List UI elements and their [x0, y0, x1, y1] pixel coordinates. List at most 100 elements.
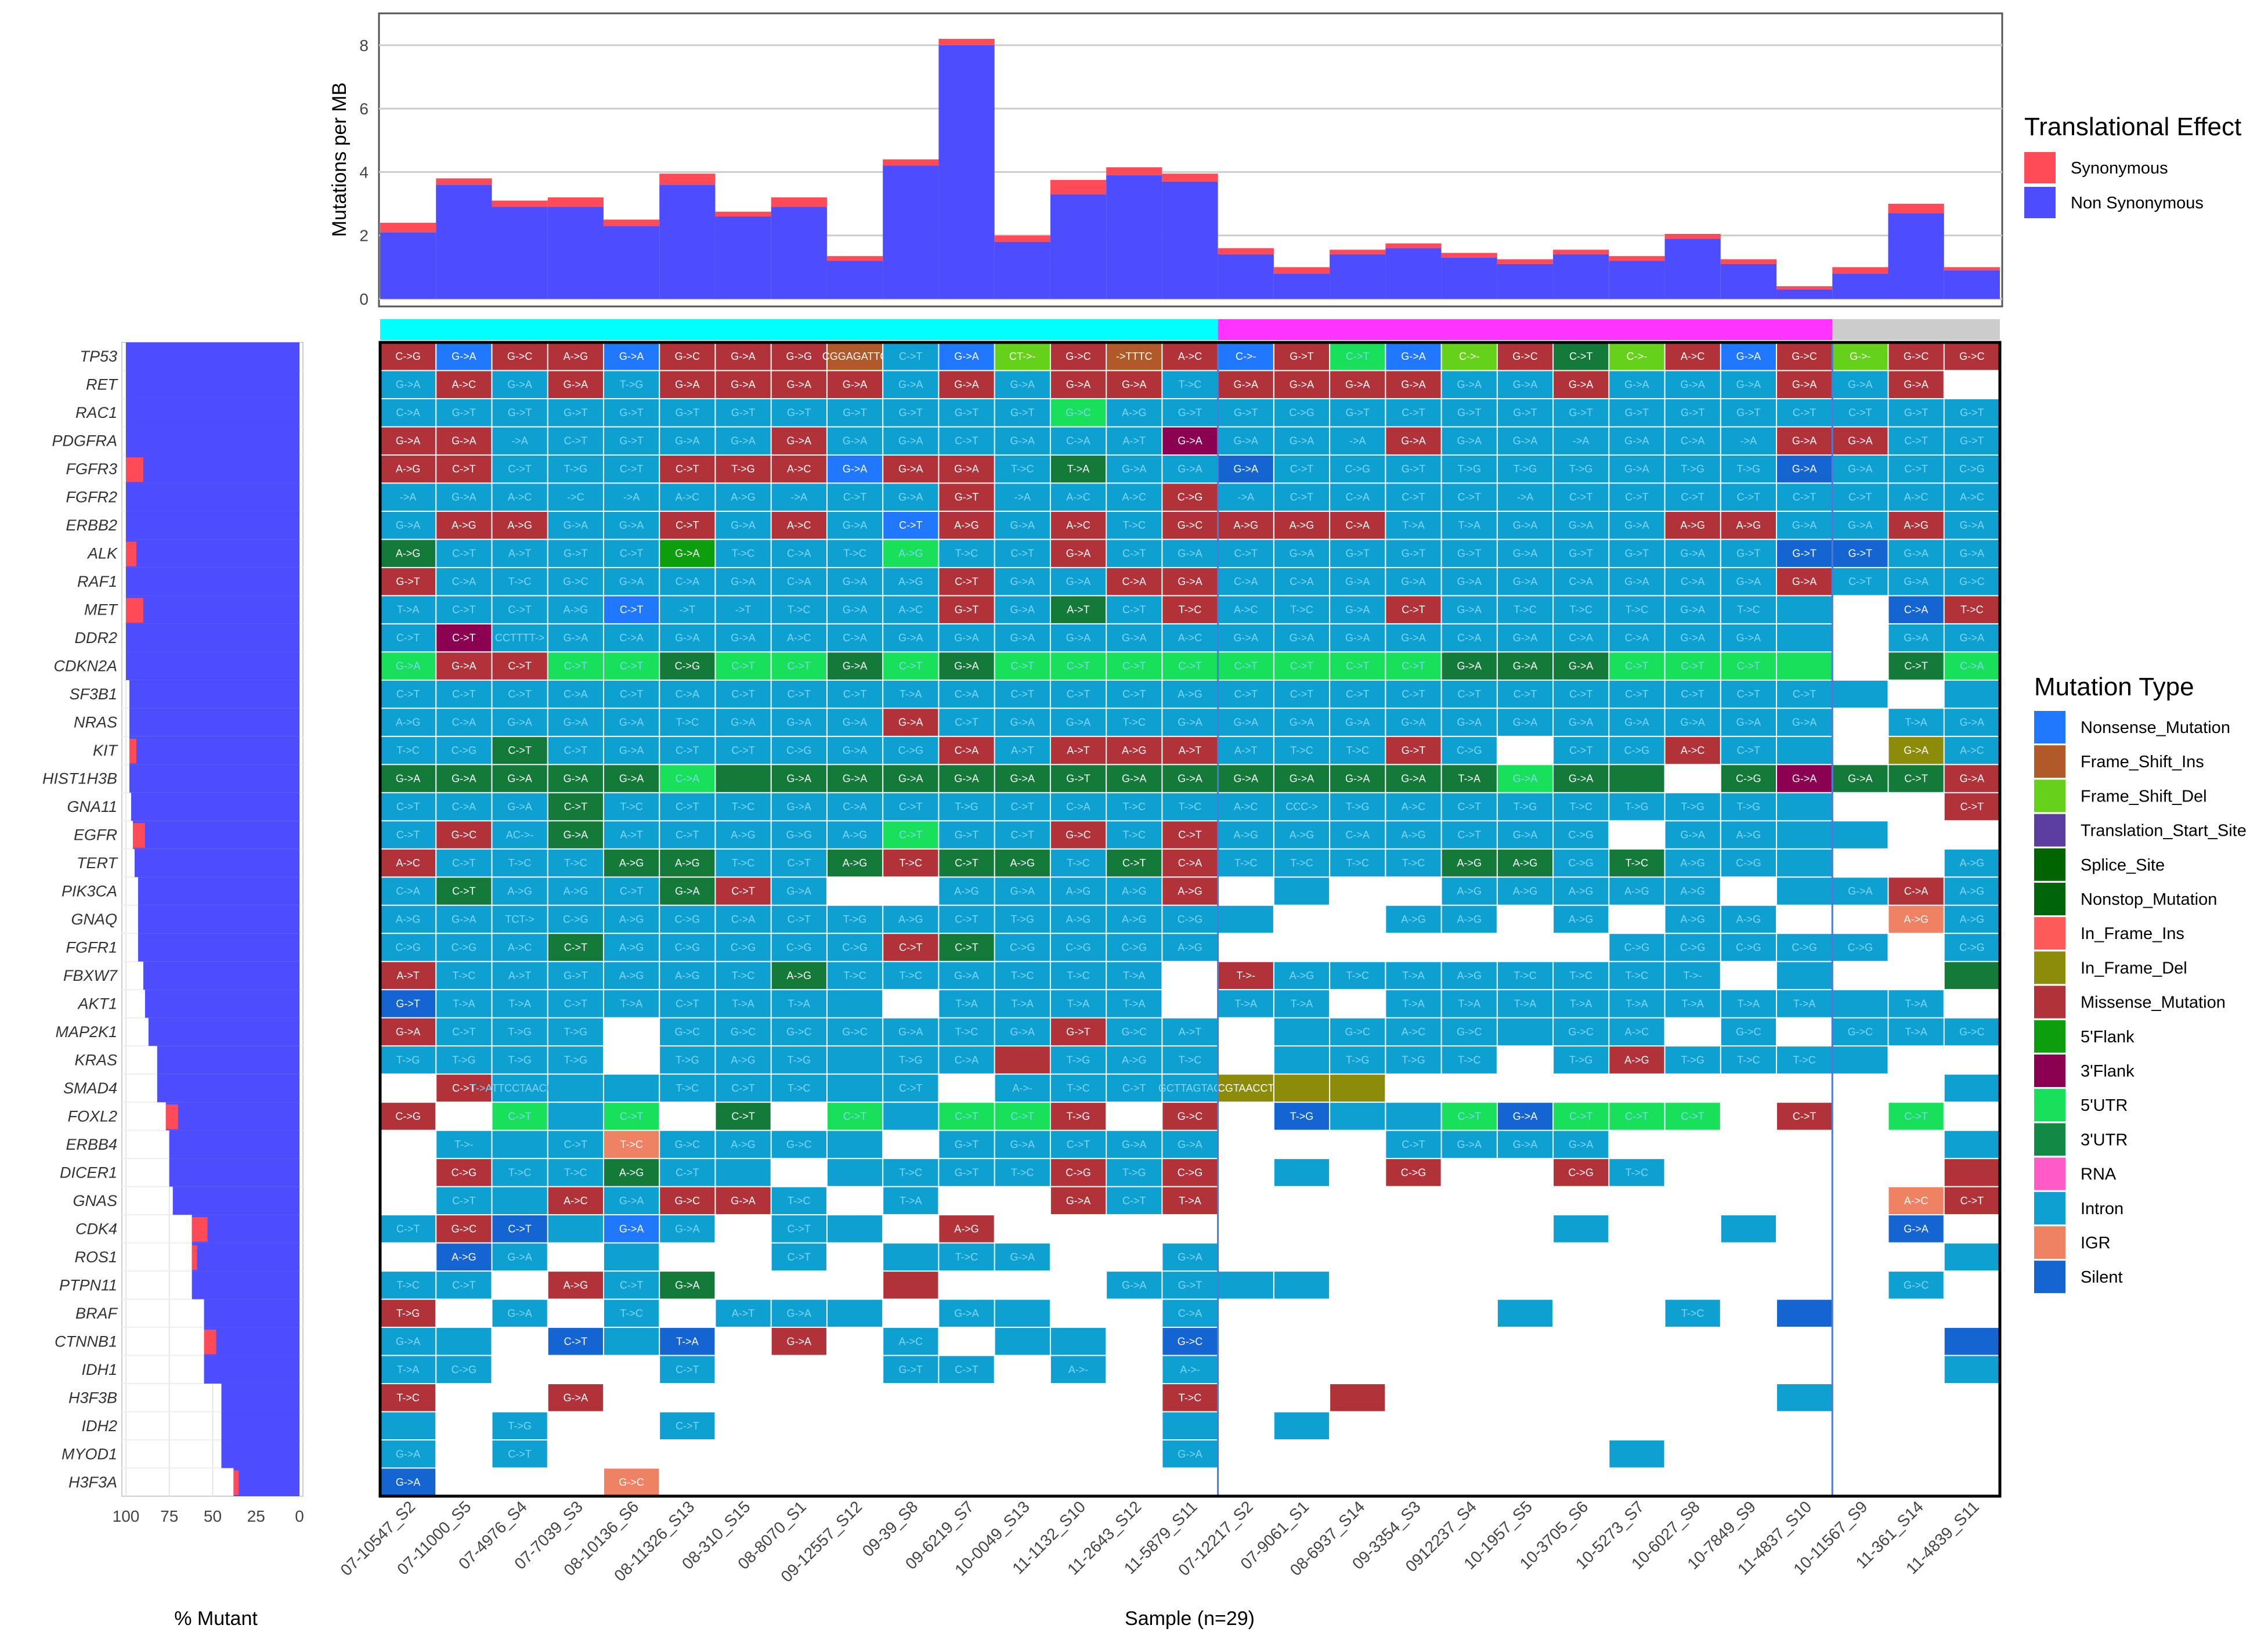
cell-text: G->T — [1290, 351, 1314, 362]
cell-text: G->A — [1792, 717, 1817, 728]
heat-cell-RET-26 — [1833, 371, 1888, 398]
gene-label-BRAF: BRAF — [75, 1305, 118, 1322]
heat-cell-NRAS-1 — [436, 709, 492, 736]
cell-text: C->T — [1848, 576, 1872, 587]
heat-cell-RAC1-19 — [1442, 399, 1497, 427]
cell-text: G->A — [564, 379, 588, 391]
cell-text: A->G — [452, 1251, 476, 1263]
heat-cell-NRAS-9 — [883, 709, 938, 736]
heat-cell-DICER1-10 — [939, 1159, 994, 1186]
heat-cell-CTNNB1-1 — [436, 1328, 492, 1355]
cell-text: A->G — [1290, 970, 1314, 981]
cell-text: C->T — [676, 1364, 699, 1375]
percent-x-tick-label: 50 — [204, 1507, 222, 1525]
heat-cell-ERBB4-5 — [660, 1131, 715, 1158]
cell-text: C->T — [1737, 745, 1761, 756]
cell-text: A->G — [1569, 886, 1594, 897]
heat-cell-ALK-14 — [1162, 540, 1218, 567]
heat-cell-RAC1-11 — [995, 399, 1050, 427]
cell-text: C->G — [786, 745, 812, 756]
heat-cell-MET-15 — [1218, 596, 1273, 623]
heat-cell-AKT1-16 — [1274, 990, 1330, 1017]
heat-cell-MAP2K1-9 — [883, 1018, 938, 1046]
cell-text: G->A — [1457, 379, 1482, 391]
heat-cell-ERBB2-10 — [939, 511, 994, 539]
cell-text: G->A — [898, 1026, 923, 1038]
cell-text: A->G — [731, 829, 756, 841]
heat-cell-ALK-6 — [716, 540, 771, 567]
cell-text: G->A — [954, 660, 979, 672]
heat-cell-MAP2K1-12 — [1050, 1018, 1106, 1046]
heat-cell-PDGFRA-4 — [604, 427, 659, 454]
cell-text: A->G — [507, 886, 532, 897]
heat-cell-FGFR3-12 — [1050, 455, 1106, 483]
cell-text: C->T — [899, 351, 923, 362]
heat-cell-FGFR3-17 — [1330, 455, 1385, 483]
heat-cell-SF3B1-9 — [883, 680, 938, 708]
heat-cell-CDK4-4 — [604, 1215, 659, 1243]
cell-text: G->A — [1345, 604, 1370, 616]
percent-bar-CDK4 — [192, 1215, 299, 1243]
heat-cell-GNA11-13 — [1107, 793, 1162, 821]
heat-cell-PDGFRA-15 — [1218, 427, 1273, 454]
cell-text: C->T — [508, 1223, 532, 1234]
heat-cell-RET-4 — [604, 371, 659, 398]
heat-cell-FGFR1-9 — [883, 934, 938, 961]
heat-cell-ROS1-7 — [771, 1243, 826, 1271]
cell-text: G->A — [507, 717, 532, 728]
heat-cell-ALK-8 — [827, 540, 883, 567]
cell-text: G->A — [1401, 435, 1426, 447]
legend-mutation-swatch — [2034, 1191, 2065, 1225]
heat-cell-PTPN11-14 — [1162, 1272, 1218, 1299]
heat-cell-TERT-12 — [1050, 849, 1106, 877]
heat-cell-ALK-26 — [1833, 540, 1888, 567]
heat-cell-SF3B1-25 — [1777, 680, 1832, 708]
cell-text: G->C — [1959, 1026, 1985, 1038]
cell-text: C->T — [508, 660, 532, 672]
heat-cell-RAF1-27 — [1888, 568, 1944, 595]
cell-text: C->G — [1959, 463, 1985, 475]
percent-x-tick-label: 75 — [160, 1507, 178, 1525]
cell-text: C->G — [1736, 773, 1761, 785]
burden-bar-nonsyn-0912237_S4 — [1441, 257, 1497, 299]
heat-cell-PDGFRA-18 — [1386, 427, 1441, 454]
cell-text: C->T — [452, 463, 476, 475]
heat-cell-CTNNB1-4 — [604, 1328, 659, 1355]
cell-text: T->C — [732, 970, 755, 981]
heat-cell-RAF1-0 — [381, 568, 436, 595]
heat-cell-TP53-28 — [1944, 343, 1999, 370]
cell-text: ->A — [400, 492, 417, 503]
heat-cell-FGFR1-14 — [1162, 934, 1218, 961]
heat-cell-FGFR2-23 — [1665, 483, 1720, 511]
heat-cell-GNA11-12 — [1050, 793, 1106, 821]
heat-cell-PIK3CA-6 — [716, 878, 771, 905]
heat-cell-TERT-19 — [1442, 849, 1497, 877]
heat-cell-FGFR2-0 — [381, 483, 436, 511]
cell-text: T->G — [1514, 801, 1537, 813]
heat-cell-DDR2-24 — [1721, 624, 1776, 652]
cell-text: G->A — [898, 379, 923, 391]
cell-text: C->A — [787, 576, 811, 587]
heat-cell-BRAF-6 — [716, 1299, 771, 1327]
cell-text: T->C — [843, 548, 866, 559]
heat-cell-FGFR3-7 — [771, 455, 826, 483]
cell-text: T->G — [1625, 801, 1649, 813]
percent-bar-ROS1 — [192, 1243, 299, 1272]
heat-cell-CDKN2A-28 — [1944, 652, 1999, 680]
heat-cell-SMAD4-1 — [436, 1074, 492, 1102]
cell-text: A->G — [564, 886, 588, 897]
cell-text: T->C — [1067, 970, 1090, 981]
legend-mutation-label: Silent — [2081, 1268, 2123, 1287]
heat-cell-DDR2-6 — [716, 624, 771, 652]
cell-text: G->T — [843, 407, 867, 418]
heat-cell-ERBB2-5 — [660, 511, 715, 539]
cell-text: T->G — [1569, 1054, 1593, 1066]
heat-cell-HIST1H3B-16 — [1274, 765, 1330, 792]
heat-cell-KRAS-11 — [995, 1046, 1050, 1074]
cell-text: C->T — [452, 1082, 476, 1094]
cell-text: G->A — [1904, 576, 1928, 587]
heat-cell-KRAS-16 — [1274, 1046, 1330, 1074]
cell-text: C->G — [1736, 941, 1761, 953]
heat-cell-AKT1-18 — [1386, 990, 1441, 1017]
cell-text: T->C — [1626, 857, 1649, 869]
